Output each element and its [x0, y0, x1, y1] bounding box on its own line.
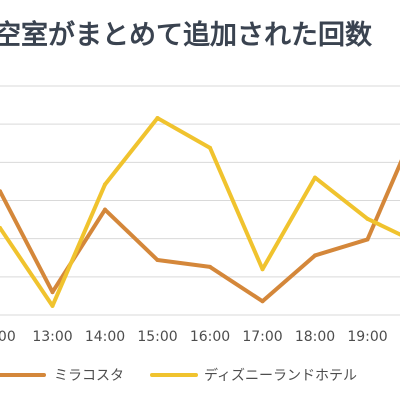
x-tick-label: 15:00: [137, 329, 177, 345]
series-lines: [0, 116, 400, 308]
data-point: [260, 267, 265, 272]
data-point: [260, 299, 265, 304]
data-point: [50, 303, 55, 308]
data-point: [208, 145, 212, 150]
x-tick-label: 17:00: [242, 329, 282, 345]
data-point: [155, 258, 160, 263]
data-point: [365, 216, 370, 221]
data-point: [103, 207, 107, 212]
data-point: [208, 264, 212, 269]
chart-title: 空室がまとめて追加された回数: [0, 19, 373, 51]
x-tick-label: 14:00: [85, 329, 125, 345]
legend-item: ディズニーランドホテル: [150, 367, 357, 384]
data-point: [0, 189, 2, 194]
x-tick-label: 13:00: [32, 329, 72, 345]
legend-label: ディズニーランドホテル: [204, 367, 357, 384]
x-tick-label: 18:00: [295, 329, 335, 345]
data-point: [155, 116, 160, 121]
data-point: [313, 253, 317, 258]
x-tick-label: 19:00: [347, 329, 387, 345]
x-tick-label: 2:00: [0, 329, 16, 345]
data-point: [313, 175, 317, 180]
data-point: [0, 225, 2, 230]
data-point: [50, 290, 55, 295]
data-point: [103, 182, 107, 187]
legend-label: ミラコスタ: [54, 368, 124, 384]
x-tick-label: 16:00: [190, 329, 230, 345]
legend: ミラコスタ ディズニーランドホテル: [0, 367, 357, 384]
legend-item: ミラコスタ: [0, 368, 124, 384]
series-line-1: [0, 159, 400, 304]
data-point: [365, 237, 370, 242]
